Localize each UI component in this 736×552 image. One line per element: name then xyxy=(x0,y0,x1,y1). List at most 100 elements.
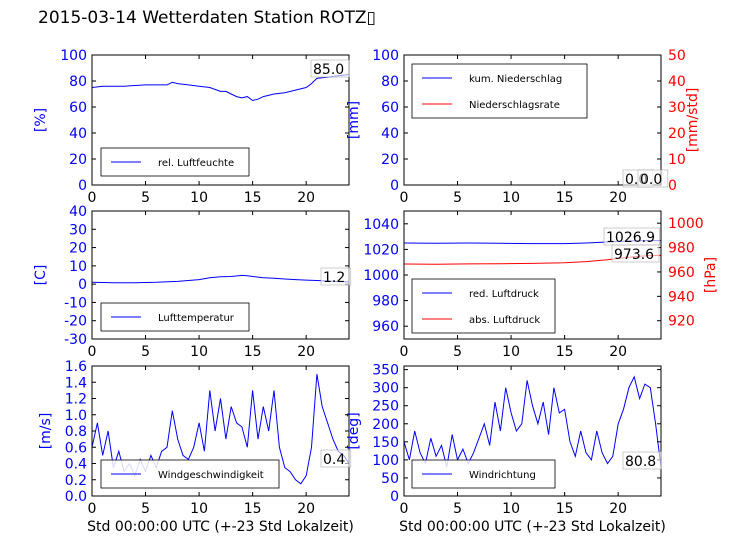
temperature-xtick-label: 10 xyxy=(190,344,208,360)
pressure-xtick-label: 20 xyxy=(609,344,627,360)
precip-ytick-label: 100 xyxy=(372,48,399,64)
winddirection-legend-label: Windrichtung xyxy=(469,470,536,481)
temperature-annotation-box xyxy=(320,267,352,286)
windspeed-ytick-label: 0.6 xyxy=(65,440,87,456)
humidity-annotation-label: 85.0 xyxy=(313,62,344,78)
pressure-xtick-label: 10 xyxy=(502,344,520,360)
windspeed-ytick-label: 0.0 xyxy=(65,489,87,505)
pressure-legend-label: red. Luftdruck xyxy=(469,289,539,300)
temperature-xtick-label: 15 xyxy=(244,344,262,360)
temperature-ytick-label: 30 xyxy=(69,222,87,238)
winddirection-ytick-label: 100 xyxy=(372,453,399,469)
windspeed-ylabel: [m/s] xyxy=(38,413,54,450)
humidity-annotation-box xyxy=(310,59,350,78)
windspeed-legend-label: Windgeschwindigkeit xyxy=(158,470,264,481)
windspeed-xlabel: Std 00:00:00 UTC (+-23 Std Lokalzeit) xyxy=(87,519,354,535)
temperature-xtick-label: 0 xyxy=(88,344,97,360)
winddirection-xtick-label: 0 xyxy=(400,501,409,517)
humidity-xtick-label: 0 xyxy=(88,190,97,206)
humidity-ytick-label: 0 xyxy=(78,178,87,194)
winddirection-plot-frame xyxy=(403,365,662,497)
pressure-ytick-right-label: 940 xyxy=(668,289,695,305)
temperature-ytick-label: -10 xyxy=(64,295,87,311)
winddirection-ytick-label: 200 xyxy=(372,417,399,433)
pressure-ytick-label: 1000 xyxy=(363,268,399,284)
precip-ytick-label: 60 xyxy=(381,100,399,116)
pressure-legend-label: abs. Luftdruck xyxy=(469,315,540,326)
windspeed-xtick-label: 20 xyxy=(297,501,315,517)
pressure-ytick-right-label: 920 xyxy=(668,314,695,330)
temperature-legend-label: Lufttemperatur xyxy=(158,313,235,324)
temperature-series-0-line xyxy=(91,274,350,284)
humidity-xtick-label: 20 xyxy=(297,190,315,206)
precip-annotation-box xyxy=(637,169,669,188)
humidity-ytick-label: 100 xyxy=(60,48,87,64)
humidity-plot-frame xyxy=(91,54,350,186)
winddirection-xtick-label: 15 xyxy=(556,501,574,517)
pressure-xtick-label: 15 xyxy=(556,344,574,360)
windspeed-ytick-label: 0.4 xyxy=(65,457,87,473)
precip-ytick-right-label: 10 xyxy=(668,152,686,168)
humidity-xtick-label: 15 xyxy=(244,190,262,206)
pressure-ytick-right-label: 1000 xyxy=(668,216,704,232)
windspeed-xtick-label: 0 xyxy=(88,501,97,517)
windspeed-ytick-label: 1.0 xyxy=(65,408,87,424)
precip-ytick-right-label: 50 xyxy=(668,48,686,64)
humidity-xtick-label: 10 xyxy=(190,190,208,206)
precip-xtick-label: 5 xyxy=(453,190,462,206)
temperature-ytick-label: 40 xyxy=(69,204,87,220)
windspeed-xtick-label: 15 xyxy=(244,501,262,517)
pressure-xtick-label: 0 xyxy=(400,344,409,360)
windspeed-xtick-label: 10 xyxy=(190,501,208,517)
precip-ytick-label: 20 xyxy=(381,152,399,168)
precip-xtick-label: 10 xyxy=(502,190,520,206)
precip-plot-frame xyxy=(403,54,662,186)
windspeed-xtick-label: 5 xyxy=(141,501,150,517)
precip-ylabel: [mm] xyxy=(346,101,362,139)
precip-legend-label: Niederschlagsrate xyxy=(469,100,560,111)
humidity-ylabel: [%] xyxy=(33,108,49,132)
windspeed-ytick-label: 1.6 xyxy=(65,359,87,375)
precip-xtick-label: 20 xyxy=(609,190,627,206)
winddirection-xtick-label: 5 xyxy=(453,501,462,517)
winddirection-ytick-label: 250 xyxy=(372,399,399,415)
humidity-ytick-label: 60 xyxy=(69,100,87,116)
precip-ytick-label: 0 xyxy=(390,178,399,194)
temperature-ytick-label: -30 xyxy=(64,332,87,348)
windspeed-ytick-label: 0.8 xyxy=(65,424,87,440)
temperature-xtick-label: 20 xyxy=(297,344,315,360)
humidity-ytick-label: 40 xyxy=(69,126,87,142)
pressure-ylabel-right: [hPa] xyxy=(703,257,719,293)
winddirection-xtick-label: 10 xyxy=(502,501,520,517)
temperature-ytick-label: 10 xyxy=(69,259,87,275)
humidity-ytick-label: 20 xyxy=(69,152,87,168)
pressure-annotation-label: 1026.9 xyxy=(606,230,655,246)
pressure-ytick-label: 960 xyxy=(372,319,399,335)
precip-annotation-label: 0.0 xyxy=(640,172,662,188)
precip-xtick-label: 0 xyxy=(400,190,409,206)
chart-title: 2015-03-14 Wetterdaten Station ROTZ▯ xyxy=(38,8,376,28)
winddirection-annotation-box xyxy=(622,451,662,470)
windspeed-annotation-label: 0.4 xyxy=(323,452,345,468)
temperature-ylabel: [C] xyxy=(33,265,49,286)
precip-ylabel-right: [mm/std] xyxy=(685,88,701,153)
precip-legend-label: kum. Niederschlag xyxy=(469,74,562,85)
humidity-series-0-line xyxy=(91,74,350,102)
winddirection-annotation-label: 80.8 xyxy=(625,454,656,470)
pressure-xtick-label: 5 xyxy=(453,344,462,360)
winddirection-ytick-label: 50 xyxy=(381,471,399,487)
precip-ytick-label: 40 xyxy=(381,126,399,142)
windspeed-ytick-label: 0.2 xyxy=(65,473,87,489)
windspeed-ytick-label: 1.2 xyxy=(65,392,87,408)
humidity-xtick-label: 5 xyxy=(141,190,150,206)
pressure-legend-box xyxy=(411,278,556,334)
pressure-ytick-label: 1040 xyxy=(363,217,399,233)
precip-xtick-label: 15 xyxy=(556,190,574,206)
winddirection-xlabel: Std 00:00:00 UTC (+-23 Std Lokalzeit) xyxy=(399,519,666,535)
pressure-annotation-label: 973.6 xyxy=(614,247,654,263)
windspeed-ytick-label: 1.4 xyxy=(65,375,87,391)
pressure-ytick-label: 1020 xyxy=(363,242,399,258)
temperature-ytick-label: 0 xyxy=(78,277,87,293)
winddirection-xtick-label: 20 xyxy=(609,501,627,517)
